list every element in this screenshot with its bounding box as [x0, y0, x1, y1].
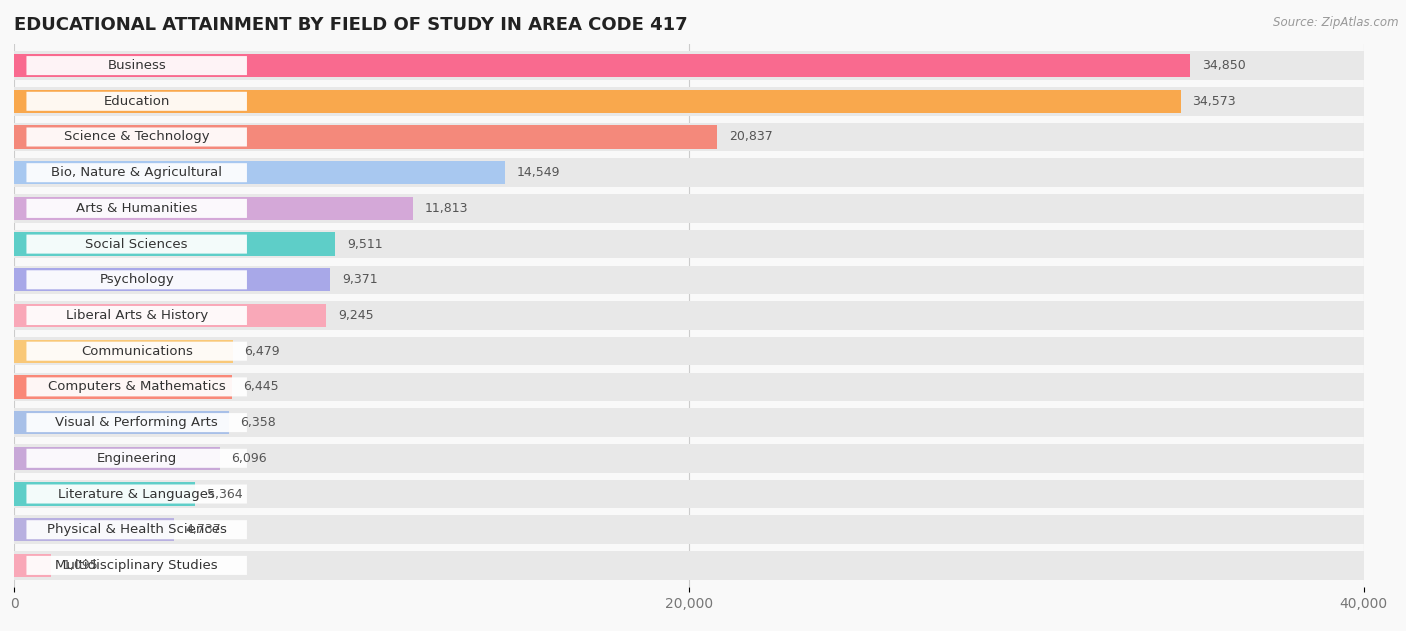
- Bar: [14, 516, 1364, 544]
- Bar: [14, 301, 1364, 330]
- Text: Multidisciplinary Studies: Multidisciplinary Studies: [55, 559, 218, 572]
- Text: EDUCATIONAL ATTAINMENT BY FIELD OF STUDY IN AREA CODE 417: EDUCATIONAL ATTAINMENT BY FIELD OF STUDY…: [14, 16, 688, 34]
- Text: 34,573: 34,573: [1192, 95, 1236, 108]
- Text: 5,364: 5,364: [207, 488, 242, 500]
- FancyBboxPatch shape: [27, 342, 247, 361]
- Bar: [14, 232, 335, 256]
- Bar: [14, 480, 1364, 509]
- FancyBboxPatch shape: [27, 270, 247, 289]
- FancyBboxPatch shape: [27, 377, 247, 396]
- Bar: [14, 54, 1189, 77]
- Bar: [14, 126, 717, 148]
- Text: 6,096: 6,096: [232, 452, 267, 465]
- FancyBboxPatch shape: [27, 306, 247, 325]
- Bar: [14, 87, 1364, 115]
- Bar: [14, 161, 505, 184]
- Text: Source: ZipAtlas.com: Source: ZipAtlas.com: [1274, 16, 1399, 29]
- Bar: [14, 268, 330, 292]
- FancyBboxPatch shape: [27, 413, 247, 432]
- Text: Business: Business: [107, 59, 166, 72]
- Text: 6,358: 6,358: [240, 416, 276, 429]
- FancyBboxPatch shape: [27, 520, 247, 540]
- FancyBboxPatch shape: [27, 163, 247, 182]
- Text: 14,549: 14,549: [517, 166, 561, 179]
- FancyBboxPatch shape: [27, 449, 247, 468]
- FancyBboxPatch shape: [27, 556, 247, 575]
- Text: Science & Technology: Science & Technology: [63, 131, 209, 143]
- Bar: [14, 411, 229, 434]
- Text: 4,737: 4,737: [186, 523, 222, 536]
- Text: Engineering: Engineering: [97, 452, 177, 465]
- Text: 34,850: 34,850: [1202, 59, 1246, 72]
- Text: 11,813: 11,813: [425, 202, 468, 215]
- Bar: [14, 197, 413, 220]
- Bar: [14, 337, 1364, 365]
- Bar: [14, 518, 174, 541]
- Text: Communications: Communications: [80, 345, 193, 358]
- Text: 9,245: 9,245: [337, 309, 374, 322]
- Text: 9,371: 9,371: [342, 273, 378, 286]
- Bar: [14, 483, 195, 505]
- Bar: [14, 304, 326, 327]
- Bar: [14, 551, 1364, 580]
- Text: 9,511: 9,511: [347, 238, 382, 251]
- Text: Liberal Arts & History: Liberal Arts & History: [66, 309, 208, 322]
- Text: Visual & Performing Arts: Visual & Performing Arts: [55, 416, 218, 429]
- Text: Social Sciences: Social Sciences: [86, 238, 188, 251]
- Bar: [14, 158, 1364, 187]
- FancyBboxPatch shape: [27, 199, 247, 218]
- Bar: [14, 230, 1364, 258]
- Bar: [14, 554, 51, 577]
- Text: Bio, Nature & Agricultural: Bio, Nature & Agricultural: [51, 166, 222, 179]
- Bar: [14, 266, 1364, 294]
- Text: Physical & Health Sciences: Physical & Health Sciences: [46, 523, 226, 536]
- Text: 6,445: 6,445: [243, 380, 278, 393]
- Bar: [14, 408, 1364, 437]
- FancyBboxPatch shape: [27, 485, 247, 504]
- Bar: [14, 375, 232, 399]
- Bar: [14, 90, 1181, 113]
- FancyBboxPatch shape: [27, 127, 247, 146]
- Text: Psychology: Psychology: [100, 273, 174, 286]
- Bar: [14, 373, 1364, 401]
- FancyBboxPatch shape: [27, 56, 247, 75]
- FancyBboxPatch shape: [27, 91, 247, 111]
- Text: 20,837: 20,837: [728, 131, 773, 143]
- Text: Computers & Mathematics: Computers & Mathematics: [48, 380, 225, 393]
- Bar: [14, 194, 1364, 223]
- Bar: [14, 51, 1364, 80]
- Text: 6,479: 6,479: [245, 345, 280, 358]
- Text: Education: Education: [104, 95, 170, 108]
- Bar: [14, 122, 1364, 151]
- Text: Arts & Humanities: Arts & Humanities: [76, 202, 197, 215]
- Bar: [14, 444, 1364, 473]
- Text: Literature & Languages: Literature & Languages: [58, 488, 215, 500]
- FancyBboxPatch shape: [27, 235, 247, 254]
- Text: 1,095: 1,095: [63, 559, 98, 572]
- Bar: [14, 447, 219, 470]
- Bar: [14, 339, 232, 363]
